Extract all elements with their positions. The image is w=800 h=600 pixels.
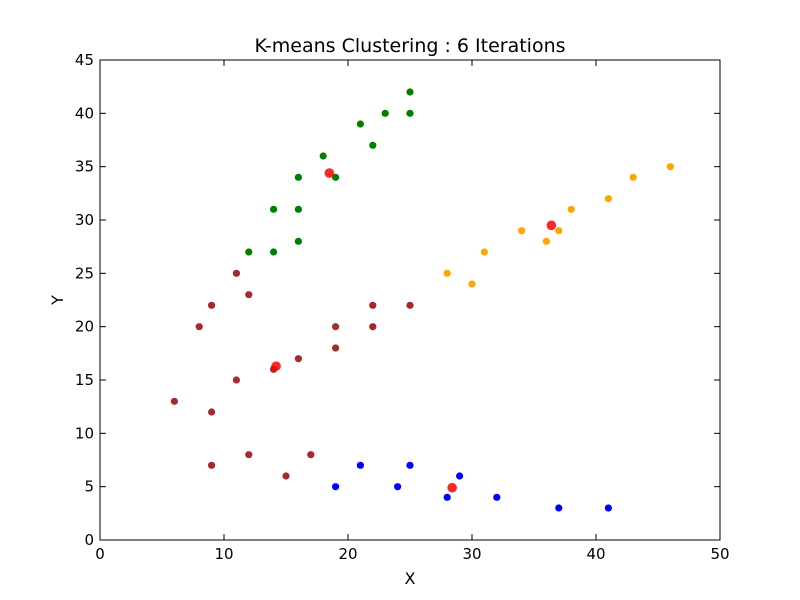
x-tick-label: 10 xyxy=(214,545,233,563)
cluster-3-point-14 xyxy=(332,323,340,331)
cluster-3-point-17 xyxy=(369,323,377,331)
plot-frame xyxy=(99,59,721,541)
cluster-2-point-3 xyxy=(480,248,488,256)
centroid-2 xyxy=(546,220,557,231)
ticks-layer: 0 10 20 30 40 50 0 5 10 15 20 25 30 35 40 45 xyxy=(75,51,730,563)
y-tick-label: 30 xyxy=(75,211,94,229)
cluster-2-point-2 xyxy=(468,280,476,288)
cluster-3-point-4 xyxy=(208,408,216,416)
cluster-3-point-5 xyxy=(208,461,216,469)
cluster-3-point-15 xyxy=(332,344,340,352)
cluster-4-point-5 xyxy=(443,493,451,501)
centroid-4 xyxy=(447,482,457,493)
cluster-3-point-1 xyxy=(170,397,178,405)
cluster-4-point-2 xyxy=(356,461,364,469)
x-tick-label: 40 xyxy=(586,545,605,563)
cluster-1-point-1 xyxy=(245,248,253,256)
cluster-4-point-3 xyxy=(394,483,402,491)
cluster-3-point-3 xyxy=(208,301,216,309)
y-tick-label: 5 xyxy=(84,478,94,496)
chart-title: K-means Clustering : 6 Iterations xyxy=(254,35,565,57)
x-axis-label: X xyxy=(405,569,416,588)
y-tick-label: 15 xyxy=(75,371,94,389)
cluster-2-point-1 xyxy=(443,269,451,277)
x-tick-label: 0 xyxy=(95,545,105,563)
centroid-1 xyxy=(324,168,335,178)
y-tick-label: 25 xyxy=(75,264,94,282)
cluster-3-point-18 xyxy=(406,301,414,309)
cluster-2-point-7 xyxy=(567,205,575,213)
cluster-3-point-13 xyxy=(307,451,315,459)
cluster-3-point-11 xyxy=(282,472,290,480)
y-tick-label: 40 xyxy=(75,104,94,122)
x-tick-label: 20 xyxy=(338,545,357,563)
cluster-1-point-5 xyxy=(294,205,302,213)
cluster-1-point-4 xyxy=(294,237,302,245)
cluster-2-point-5 xyxy=(542,237,551,245)
cluster-4-point-4 xyxy=(406,461,414,469)
cluster-3-point-9 xyxy=(245,451,253,459)
cluster-1-point-7 xyxy=(319,152,327,160)
x-tick-label: 30 xyxy=(462,545,481,563)
cluster-1-point-9 xyxy=(356,120,364,128)
cluster-1-point-10 xyxy=(369,141,377,149)
cluster-4-point-6 xyxy=(456,472,464,480)
cluster-2-point-10 xyxy=(666,163,675,171)
points-layer xyxy=(170,88,675,512)
cluster-2-point-6 xyxy=(555,227,563,235)
x-tick-label: 50 xyxy=(710,545,729,563)
y-tick-label: 35 xyxy=(75,158,94,176)
centroid-3 xyxy=(271,361,281,371)
y-tick-label: 10 xyxy=(75,424,94,442)
cluster-1-point-3 xyxy=(270,205,278,213)
cluster-3-point-16 xyxy=(369,301,377,309)
cluster-1-point-12 xyxy=(406,109,414,117)
cluster-3-point-2 xyxy=(195,323,203,331)
cluster-4-point-1 xyxy=(332,483,340,491)
y-tick-label: 45 xyxy=(75,51,94,69)
cluster-1-point-8 xyxy=(332,173,340,181)
cluster-2-point-8 xyxy=(604,195,613,203)
y-axis-label: Y xyxy=(48,295,67,306)
cluster-1-point-2 xyxy=(270,248,278,256)
cluster-3-point-12 xyxy=(294,355,302,363)
cluster-4-point-9 xyxy=(604,504,613,512)
cluster-3-point-8 xyxy=(245,291,253,299)
cluster-4-point-8 xyxy=(555,504,563,512)
cluster-2-point-4 xyxy=(518,227,526,235)
cluster-1-point-13 xyxy=(406,88,414,96)
cluster-1-point-6 xyxy=(294,173,302,181)
cluster-3-point-7 xyxy=(232,376,240,384)
y-tick-label: 20 xyxy=(75,318,94,336)
cluster-4-point-7 xyxy=(493,493,501,501)
cluster-3-point-6 xyxy=(232,269,240,277)
cluster-1-point-11 xyxy=(381,109,389,117)
y-tick-label: 0 xyxy=(84,531,94,549)
cluster-2-point-9 xyxy=(629,173,637,181)
